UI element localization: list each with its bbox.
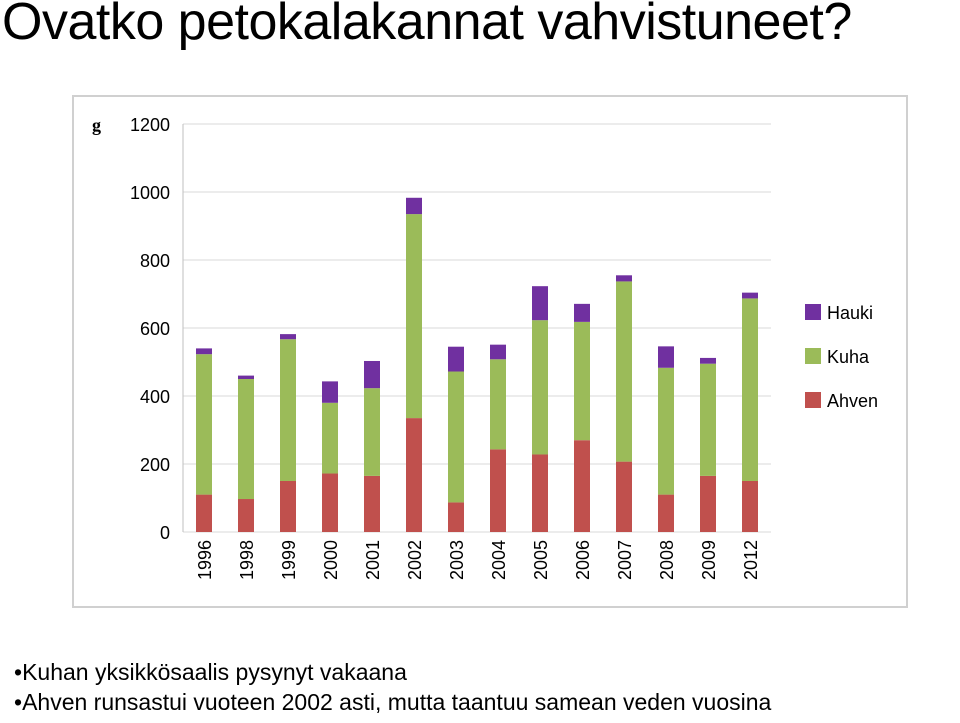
bar-segment-kuha — [280, 339, 296, 481]
legend-swatch-ahven — [805, 392, 821, 408]
bar-segment-hauki — [238, 375, 254, 379]
x-tick-label: 2006 — [573, 540, 593, 580]
bar-segment-ahven — [658, 494, 674, 532]
bar-segment-hauki — [616, 275, 632, 282]
x-tick-label: 2000 — [321, 540, 341, 580]
bar-segment-hauki — [532, 286, 548, 321]
bar-segment-hauki — [490, 344, 506, 360]
bullet-text: Kuhan yksikkösaalis pysynyt vakaana — [22, 659, 407, 685]
x-tick-label: 2001 — [363, 540, 383, 580]
x-tick-label: 1996 — [195, 540, 215, 580]
bar-segment-ahven — [364, 475, 380, 532]
bar-segment-ahven — [238, 499, 254, 532]
bar-segment-ahven — [616, 461, 632, 532]
bar-segment-ahven — [196, 494, 212, 532]
bar-segment-ahven — [490, 449, 506, 532]
bar-segment-kuha — [238, 379, 254, 500]
bullet-text: Ahven runsastui vuoteen 2002 asti, mutta… — [22, 689, 772, 715]
bar-segment-ahven — [532, 454, 548, 532]
y-tick-label: 1000 — [130, 183, 170, 203]
slide-title: Ovatko petokalakannat vahvistuneet? — [2, 0, 852, 51]
chart-frame: 0 200 400 600 800 1000 1200 g 1996 1998 1999 2000 20… — [72, 95, 908, 608]
bar-segment-kuha — [700, 363, 716, 476]
stacked-bar-chart: 0 200 400 600 800 1000 1200 g 1996 1998 1999 2000 20… — [92, 115, 878, 580]
legend-label-hauki: Hauki — [827, 303, 873, 323]
bar-segment-kuha — [364, 388, 380, 476]
bar-segment-ahven — [742, 481, 758, 532]
bar-segment-ahven — [574, 440, 590, 532]
bullet-item: Ahven runsastui vuoteen 2002 asti, mutta… — [14, 687, 771, 717]
bar-segment-ahven — [448, 502, 464, 532]
legend-swatch-kuha — [805, 348, 821, 364]
y-tick-label: 0 — [160, 523, 170, 543]
x-tick-label: 1998 — [237, 540, 257, 580]
bar-segment-hauki — [280, 334, 296, 340]
x-tick-label: 1999 — [279, 540, 299, 580]
bar-segment-hauki — [574, 303, 590, 322]
x-tick-label: 2007 — [615, 540, 635, 580]
y-tick-label: 600 — [140, 319, 170, 339]
bar-segment-hauki — [448, 346, 464, 372]
bar-segment-kuha — [448, 371, 464, 503]
legend-swatch-hauki — [805, 304, 821, 320]
y-axis-label: g — [92, 115, 101, 135]
x-tick-label: 2004 — [489, 540, 509, 580]
bar-segment-kuha — [490, 359, 506, 450]
bar-segment-kuha — [658, 367, 674, 495]
y-tick-label: 200 — [140, 455, 170, 475]
bar-segment-kuha — [322, 402, 338, 474]
y-tick-label: 400 — [140, 387, 170, 407]
x-tick-label: 2002 — [405, 540, 425, 580]
y-tick-label: 800 — [140, 251, 170, 271]
bar-segment-hauki — [700, 357, 716, 364]
x-tick-label: 2009 — [699, 540, 719, 580]
bar-segment-hauki — [322, 381, 338, 403]
bar-segment-hauki — [196, 348, 212, 355]
bar-segment-kuha — [742, 298, 758, 481]
bar-segment-ahven — [322, 473, 338, 532]
bar-segment-hauki — [658, 346, 674, 368]
legend-label-ahven: Ahven — [827, 391, 878, 411]
bar-segment-ahven — [700, 475, 716, 532]
x-tick-label: 2003 — [447, 540, 467, 580]
bar-segment-hauki — [742, 292, 758, 299]
bar-segment-ahven — [280, 481, 296, 532]
bar-segment-hauki — [406, 197, 422, 215]
bar-segment-kuha — [406, 214, 422, 419]
bar-segment-kuha — [532, 320, 548, 455]
x-tick-label: 2008 — [657, 540, 677, 580]
bullet-list: Kuhan yksikkösaalis pysynyt vakaana Ahve… — [14, 657, 771, 717]
legend-label-kuha: Kuha — [827, 347, 870, 367]
bar-segment-kuha — [196, 354, 212, 495]
x-tick-label: 2005 — [531, 540, 551, 580]
bar-segment-hauki — [364, 360, 380, 389]
x-tick-label: 2012 — [741, 540, 761, 580]
bar-segment-kuha — [616, 281, 632, 462]
bar-segment-kuha — [574, 321, 590, 441]
y-tick-label: 1200 — [130, 115, 170, 135]
bar-segment-ahven — [406, 418, 422, 532]
bullet-item: Kuhan yksikkösaalis pysynyt vakaana — [14, 657, 771, 687]
